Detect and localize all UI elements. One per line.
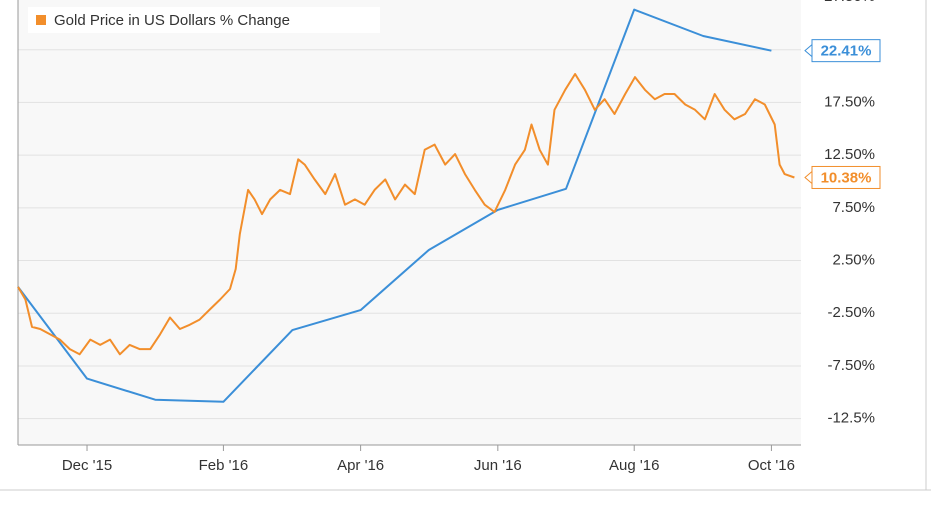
legend-box: [28, 7, 380, 33]
plot-area: [18, 0, 801, 445]
x-tick-label: Dec '15: [62, 457, 112, 474]
x-tick-label: Jun '16: [474, 457, 522, 474]
label-pointer: [804, 44, 813, 58]
y-tick-label: 7.50%: [832, 199, 875, 216]
value-label-box: [811, 39, 881, 63]
y-tick-label: -7.50%: [827, 357, 875, 374]
y-tick-label: 17.50%: [824, 93, 875, 110]
x-tick-label: Feb '16: [199, 457, 249, 474]
series-line: [17, 73, 795, 356]
legend-label: Gold Price in US Dollars % Change: [54, 12, 290, 29]
y-tick-label: -2.50%: [827, 304, 875, 321]
series-line: [17, 8, 772, 403]
x-tick-label: Oct '16: [748, 457, 795, 474]
x-tick-label: Apr '16: [337, 457, 384, 474]
y-tick-label: 12.50%: [824, 146, 875, 163]
y-tick-label: -12.5%: [827, 410, 875, 427]
value-label: 22.41%: [821, 43, 872, 60]
legend-swatch: [36, 15, 46, 25]
y-tick-label: 2.50%: [832, 251, 875, 268]
label-pointer: [804, 171, 813, 184]
value-label-box: [811, 165, 881, 189]
value-label: 10.38%: [821, 169, 872, 186]
x-tick-label: Aug '16: [609, 457, 659, 474]
y-tick-label: 27.50%: [824, 0, 875, 5]
